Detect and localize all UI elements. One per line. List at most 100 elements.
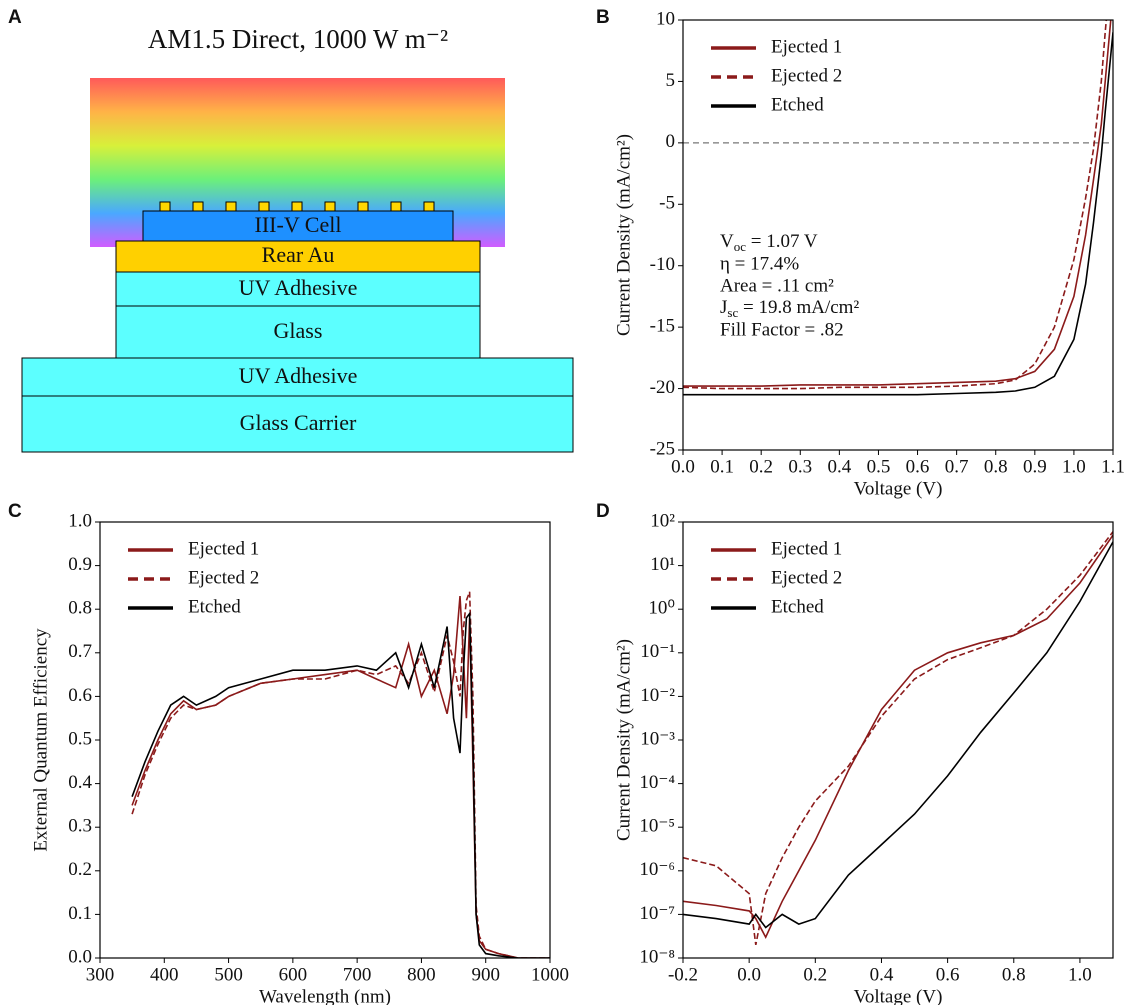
y-tick-label: 10⁰ — [648, 598, 675, 619]
y-tick-label: 10² — [650, 510, 675, 531]
annotation: η = 17.4% — [720, 253, 799, 274]
x-tick-label: 1000 — [531, 964, 569, 985]
x-axis-label: Voltage (V) — [854, 478, 943, 499]
y-tick-label: -10 — [650, 254, 675, 275]
y-tick-label: 0.5 — [68, 728, 92, 749]
layer-label: UV Adhesive — [239, 275, 358, 300]
y-tick-label: 10⁻⁵ — [639, 816, 675, 837]
panel-label: C — [8, 501, 22, 522]
legend-label: Ejected 2 — [771, 567, 842, 588]
legend-label: Ejected 2 — [188, 567, 259, 588]
x-tick-label: -0.2 — [668, 964, 698, 985]
x-tick-label: 0.1 — [710, 456, 734, 477]
y-tick-label: 0.9 — [68, 554, 92, 575]
x-tick-label: 400 — [150, 964, 179, 985]
legend-label: Ejected 2 — [771, 65, 842, 86]
y-tick-label: 0.0 — [68, 946, 92, 967]
chart-panel: D -0.2 0.0 0.2 0.4 0.6 0.8 1.0 10⁻⁸ 10⁻⁷ 10⁻⁶ 10⁻⁵ 1… — [596, 501, 1114, 1005]
y-tick-label: -20 — [650, 377, 675, 398]
x-tick-label: 1.0 — [1062, 456, 1086, 477]
y-tick-label: 10⁻⁸ — [639, 946, 675, 967]
x-tick-label: 0.3 — [788, 456, 812, 477]
y-tick-label: -25 — [650, 438, 675, 459]
chart-panel: B 0.0 0.1 0.2 0.3 0.4 0.5 0.6 0.7 0.8 0.9 1.0 1.1 -25… — [596, 7, 1125, 499]
y-tick-label: 10 — [656, 8, 675, 29]
y-tick-label: 10⁻⁴ — [639, 772, 675, 793]
x-tick-label: 1.0 — [1068, 964, 1092, 985]
y-tick-label: 10⁻⁶ — [639, 859, 675, 880]
y-tick-label: 0.2 — [68, 859, 92, 880]
series-line — [683, 534, 1113, 940]
layer-label: Rear Au — [262, 242, 335, 267]
y-tick-label: 0.7 — [68, 641, 92, 662]
annotation: Jsc = 19.8 mA/cm² — [720, 297, 859, 320]
y-tick-label: 10⁻¹ — [640, 641, 675, 662]
y-tick-label: 10¹ — [650, 554, 675, 575]
chart-panel: C 300 400 500 600 700 800 900 1000 0.0 0.1 0.2 0.3 0.… — [8, 501, 569, 1005]
gold-layer — [115, 240, 481, 273]
annotation-sub: oc — [734, 239, 747, 254]
x-tick-label: 0.6 — [936, 964, 960, 985]
layer-label: III-V Cell — [255, 212, 342, 237]
series-line — [131, 611, 550, 958]
x-tick-label: 0.2 — [749, 456, 773, 477]
x-tick-label: 0.5 — [867, 456, 891, 477]
x-axis-label: Voltage (V) — [854, 986, 943, 1005]
diagram-title: AM1.5 Direct, 1000 W m⁻² — [148, 24, 448, 54]
series-line — [683, 531, 1113, 946]
series-line — [683, 20, 1112, 387]
annotation: Voc = 1.07 V — [720, 231, 818, 254]
layer-label: UV Adhesive — [239, 363, 358, 388]
series-line — [131, 591, 550, 958]
x-tick-label: 300 — [86, 964, 115, 985]
layer-label: Glass — [274, 318, 323, 343]
series-line — [683, 32, 1113, 396]
x-tick-label: 0.4 — [827, 456, 851, 477]
x-tick-label: 0.6 — [906, 456, 930, 477]
legend-label: Etched — [771, 94, 824, 115]
y-tick-label: -15 — [650, 316, 675, 337]
x-tick-label: 900 — [471, 964, 500, 985]
x-tick-label: 700 — [343, 964, 372, 985]
y-tick-label: 0.4 — [68, 772, 92, 793]
adhesive-layer — [115, 271, 481, 307]
x-tick-label: 500 — [214, 964, 243, 985]
x-tick-label: 0.8 — [984, 456, 1008, 477]
annotation-part: = 1.07 V — [746, 231, 818, 252]
y-tick-label: 5 — [666, 70, 676, 91]
annotation-part: = 19.8 mA/cm² — [738, 297, 859, 318]
panel-a: A AM1.5 Direct, 1000 W m⁻² III-V Cell Re… — [8, 7, 574, 453]
y-tick-label: 10⁻³ — [640, 728, 675, 749]
series-line — [683, 20, 1108, 390]
y-tick-label: 0.3 — [68, 816, 92, 837]
y-axis-label: Current Density (mA/cm²) — [613, 134, 634, 336]
y-tick-label: 10⁻² — [640, 685, 675, 706]
y-tick-label: 0.8 — [68, 598, 92, 619]
panel-label: D — [596, 501, 610, 522]
y-tick-label: 10⁻⁷ — [639, 903, 675, 924]
y-tick-label: -5 — [659, 193, 675, 214]
annotation-part: J — [720, 297, 727, 318]
legend-label: Etched — [188, 596, 241, 617]
plot-frame — [682, 19, 1114, 451]
y-tick-label: 0.1 — [68, 903, 92, 924]
series-line — [683, 541, 1113, 929]
x-tick-label: 600 — [279, 964, 308, 985]
y-axis-label: External Quantum Efficiency — [30, 628, 51, 852]
y-axis-label: Current Density (mA/cm²) — [613, 639, 634, 841]
carrier-layer — [21, 395, 574, 453]
panel-label: B — [596, 7, 610, 28]
layer-label: Glass Carrier — [240, 410, 357, 435]
x-tick-label: 0.8 — [1002, 964, 1026, 985]
x-tick-label: 0.0 — [671, 456, 695, 477]
plot-frame — [99, 521, 551, 959]
y-tick-label: 0 — [666, 131, 676, 152]
contacts — [159, 201, 435, 212]
legend-label: Ejected 1 — [188, 538, 259, 559]
glass-layer — [115, 305, 481, 359]
legend-label: Ejected 1 — [771, 36, 842, 57]
x-tick-label: 0.9 — [1023, 456, 1047, 477]
x-axis-label: Wavelength (nm) — [259, 986, 391, 1005]
annotation: Fill Factor = .82 — [720, 319, 844, 340]
